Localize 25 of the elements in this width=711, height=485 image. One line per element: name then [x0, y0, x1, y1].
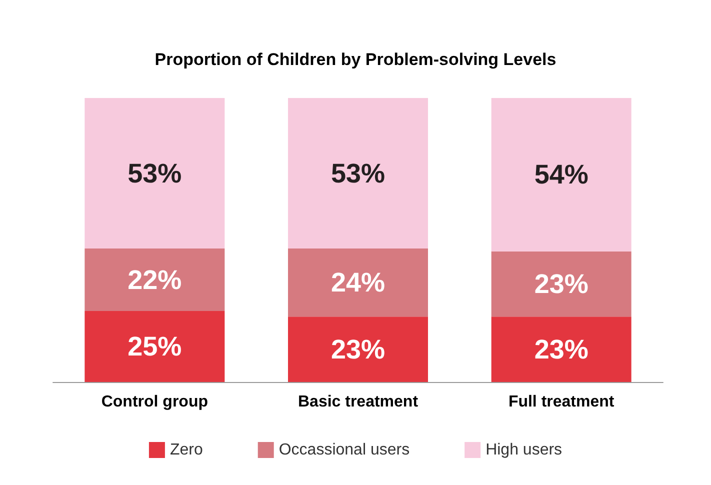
data-label: 23%: [330, 334, 386, 364]
bar: [84, 311, 225, 382]
bar: [288, 98, 428, 249]
x-tick-label: Basic treatment: [298, 394, 419, 410]
data-label: 24%: [330, 268, 386, 298]
bar: [491, 98, 632, 252]
bar: [288, 248, 428, 317]
legend-label: Zero: [170, 442, 203, 458]
data-label: 22%: [128, 264, 182, 295]
data-label: 23%: [534, 269, 588, 300]
bar: [491, 316, 632, 382]
data-label: 53%: [330, 158, 386, 188]
bar: [84, 98, 225, 249]
data-label: 54%: [534, 160, 588, 190]
data-label: 23%: [534, 334, 588, 364]
bar: [288, 316, 428, 382]
legend-label: Occassional users: [278, 442, 410, 458]
bar: [491, 251, 632, 317]
x-tick-label: Control group: [101, 394, 208, 410]
data-label: 53%: [128, 158, 182, 188]
legend-label: High users: [486, 442, 562, 458]
bar: [84, 248, 225, 311]
data-label: 25%: [128, 332, 182, 362]
x-tick-label: Full treatment: [508, 394, 615, 410]
chart-title: Proportion of Children by Problem-solving Levels: [154, 50, 556, 69]
